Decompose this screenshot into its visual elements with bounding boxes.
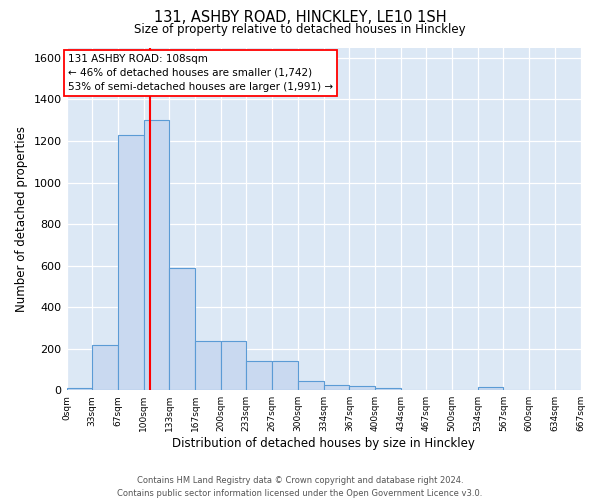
Bar: [143, 120, 169, 390]
X-axis label: Distribution of detached houses by size in Hinckley: Distribution of detached houses by size …: [172, 437, 475, 450]
Bar: [349, 386, 375, 390]
Bar: [324, 385, 349, 390]
Bar: [67, 388, 92, 390]
Bar: [272, 361, 298, 390]
Bar: [221, 342, 246, 390]
Bar: [92, 344, 118, 390]
Bar: [169, 268, 195, 390]
Bar: [298, 381, 324, 390]
Bar: [375, 388, 401, 390]
Bar: [118, 134, 143, 390]
Text: 131 ASHBY ROAD: 108sqm
← 46% of detached houses are smaller (1,742)
53% of semi-: 131 ASHBY ROAD: 108sqm ← 46% of detached…: [68, 54, 333, 92]
Text: Size of property relative to detached houses in Hinckley: Size of property relative to detached ho…: [134, 22, 466, 36]
Bar: [246, 361, 272, 390]
Bar: [195, 342, 221, 390]
Y-axis label: Number of detached properties: Number of detached properties: [15, 126, 28, 312]
Bar: [478, 387, 503, 390]
Text: Contains HM Land Registry data © Crown copyright and database right 2024.
Contai: Contains HM Land Registry data © Crown c…: [118, 476, 482, 498]
Text: 131, ASHBY ROAD, HINCKLEY, LE10 1SH: 131, ASHBY ROAD, HINCKLEY, LE10 1SH: [154, 10, 446, 25]
